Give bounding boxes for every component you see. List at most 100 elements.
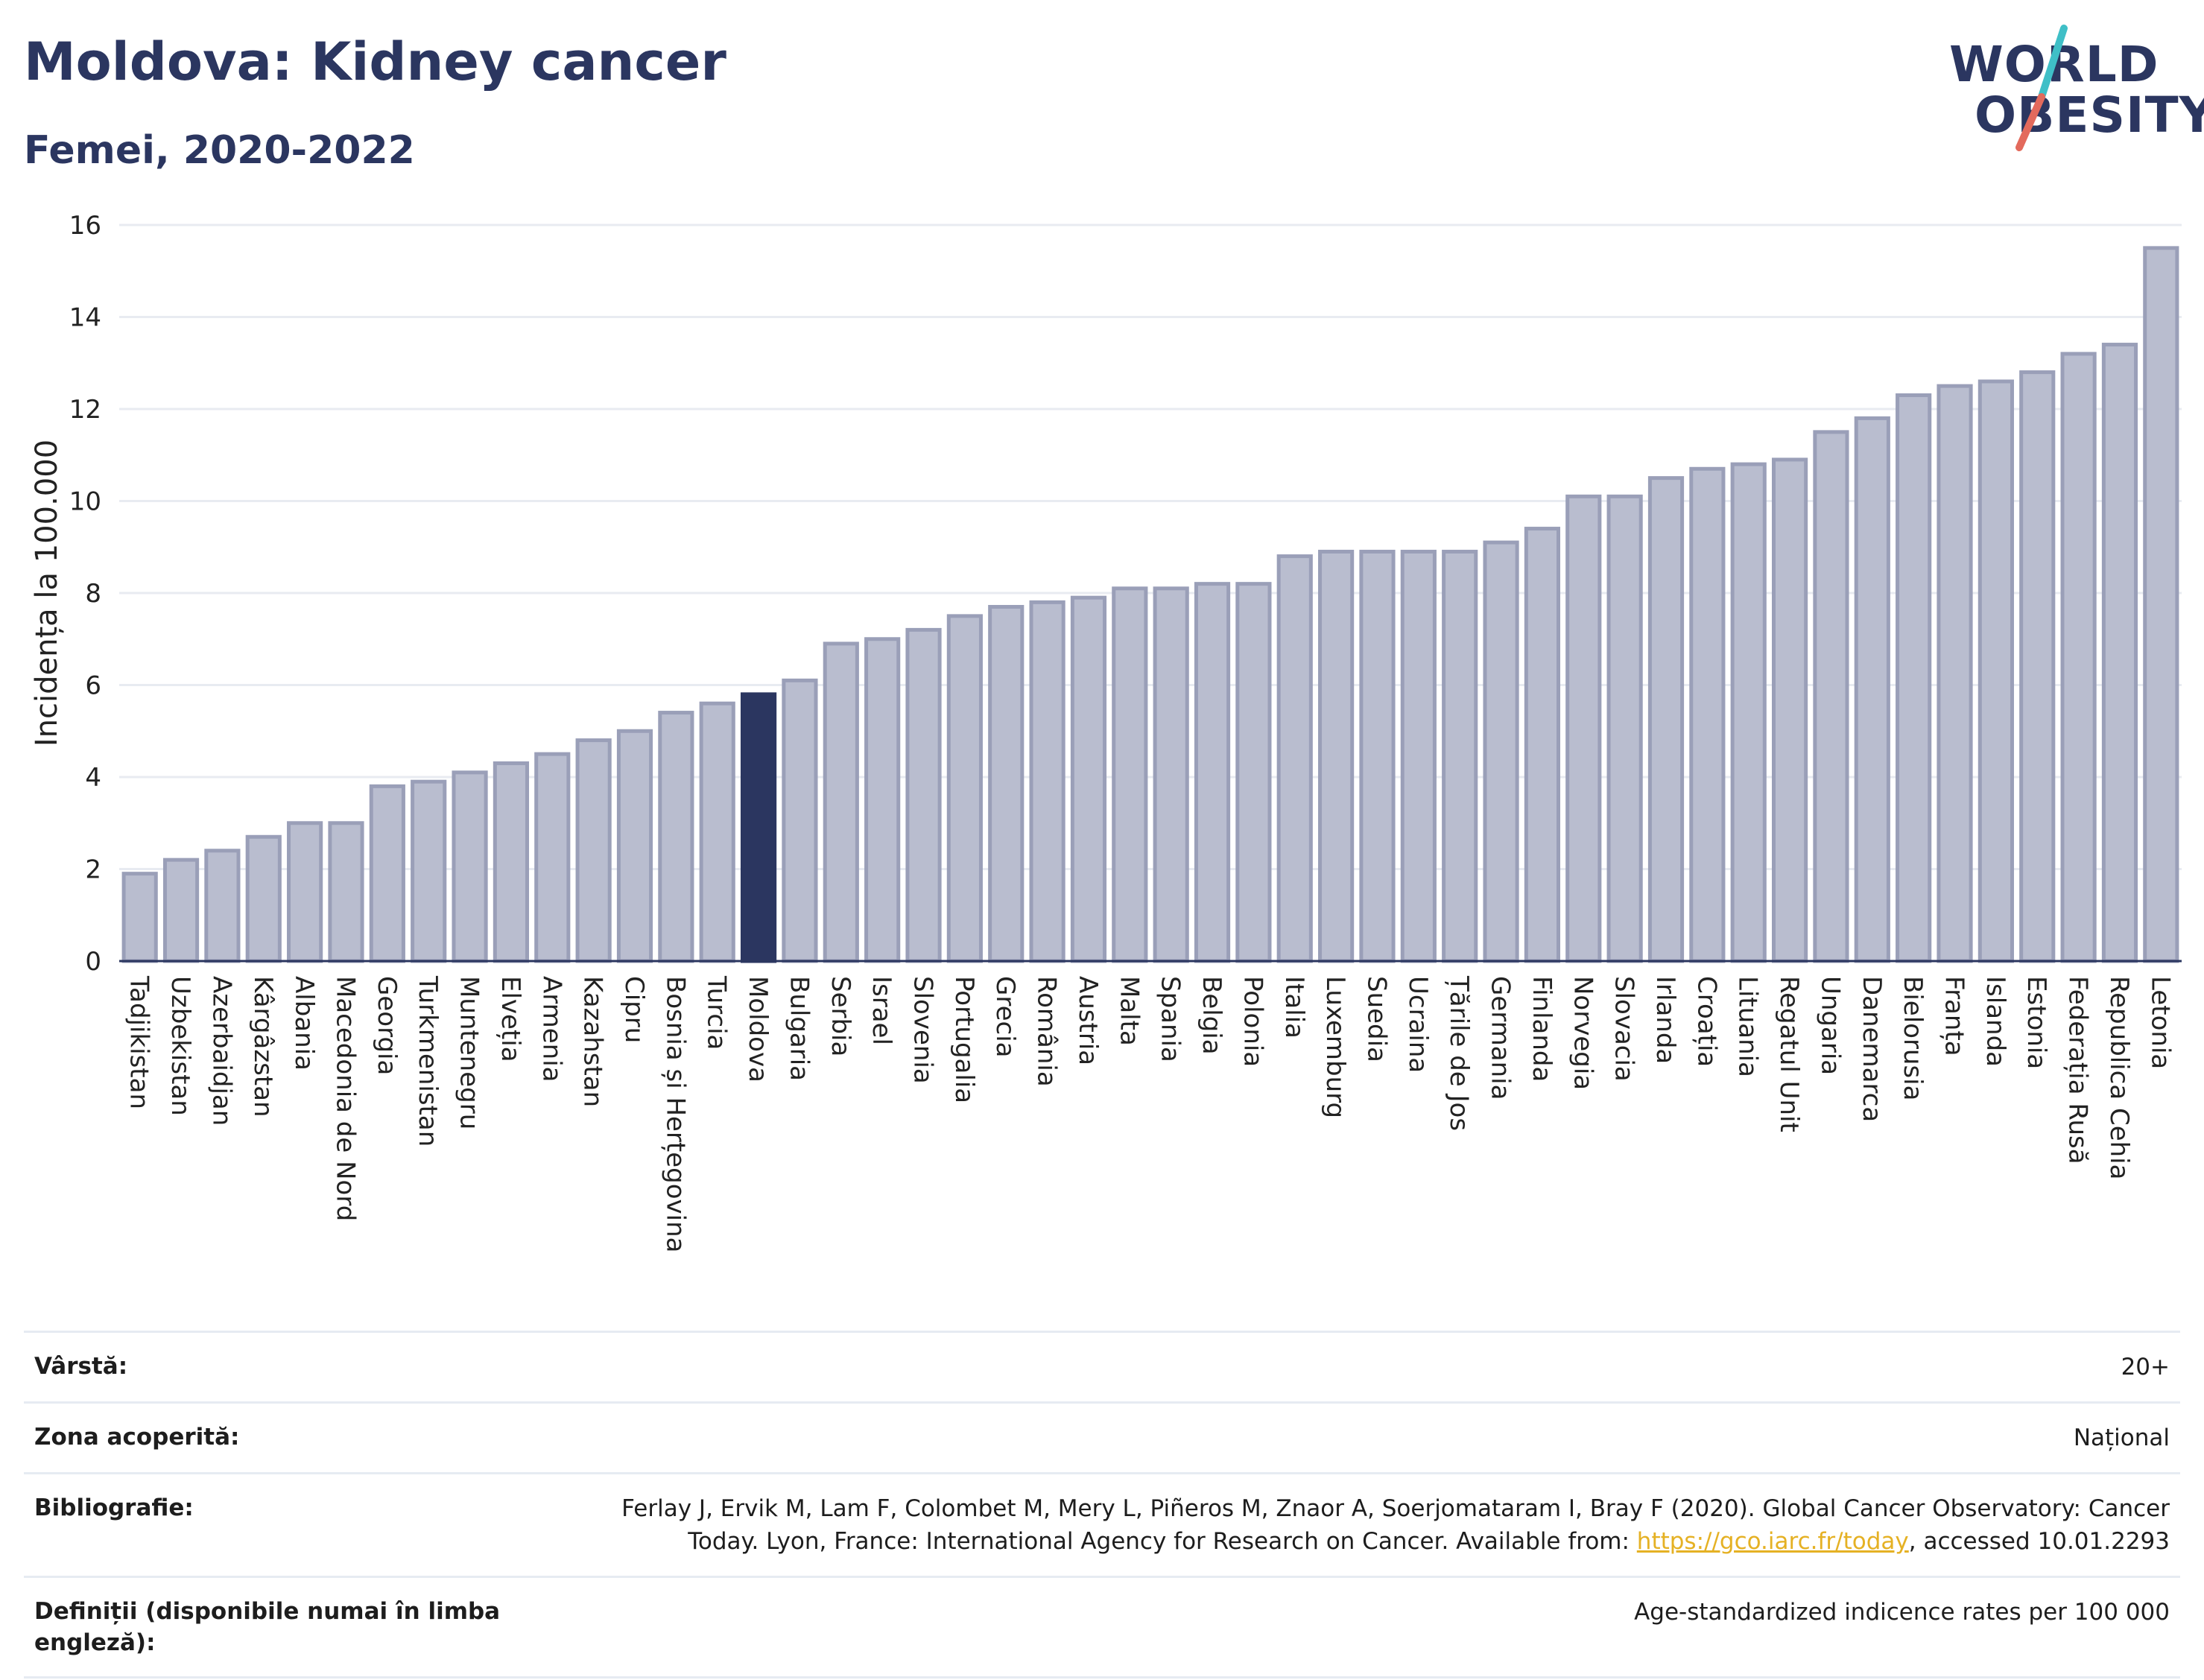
bar [1813, 430, 1849, 963]
bar [1771, 457, 1808, 963]
bar [328, 821, 364, 963]
x-tick-label: Israel [867, 976, 896, 1045]
x-tick-label: Bulgaria [784, 976, 814, 1081]
chart-subtitle: Femei, 2020-2022 [24, 128, 415, 173]
definitions-value: Age-standardized indicence rates per 100… [1634, 1599, 2170, 1626]
info-row-bibliography: Bibliografie: Ferlay J, Ervik M, Lam F, … [24, 1472, 2180, 1576]
bar [1400, 549, 1437, 963]
info-row-coverage: Zona acoperită: Național [24, 1401, 2180, 1472]
x-tick-label: Moldova [743, 976, 773, 1083]
bar [575, 738, 612, 963]
x-tick-label: Polonia [1238, 976, 1267, 1067]
bar [905, 627, 942, 963]
bar [1565, 494, 1602, 963]
y-tick-label: 2 [85, 855, 101, 885]
bar [699, 701, 735, 963]
x-tick-label: Portugalia [949, 976, 979, 1103]
bar [823, 641, 859, 963]
bar [1937, 384, 1973, 963]
bar [1029, 600, 1065, 963]
bibliography-link[interactable]: https://gco.iarc.fr/today [1636, 1528, 1909, 1555]
coverage-label: Zona acoperită: [34, 1424, 240, 1451]
bar [2019, 370, 2056, 963]
x-tick-label: Italia [1279, 976, 1309, 1039]
x-tick-label: Ucraina [1403, 976, 1433, 1073]
chart-title: Moldova: Kidney cancer [24, 31, 726, 92]
bibliography-accessed: , accessed 10.01.2293 [1908, 1528, 2170, 1555]
x-tick-label: Slovacia [1609, 976, 1639, 1082]
x-tick-label: Țările de Jos [1444, 975, 1474, 1131]
logo-slash-icon [2015, 25, 2068, 151]
x-tick-label: Germania [1486, 976, 1516, 1100]
bar [946, 614, 983, 963]
bar [245, 834, 282, 963]
bar [1606, 494, 1643, 963]
x-tick-label: Cipru [619, 976, 649, 1043]
x-tick-label: Muntenegru [455, 976, 484, 1129]
x-tick-label: Elveția [495, 976, 525, 1062]
bar [1854, 416, 1890, 963]
bar [1112, 586, 1148, 963]
y-tick-label: 12 [69, 395, 101, 425]
bar [121, 872, 158, 963]
x-tick-label: Lituania [1733, 976, 1763, 1077]
bar [1524, 527, 1561, 963]
world-obesity-logo: WORLD OBESITY [1945, 22, 2204, 156]
bar [1483, 540, 1519, 963]
bar [2060, 352, 2097, 963]
bar [1442, 549, 1478, 963]
bar [411, 779, 447, 963]
x-tick-label: Croația [1691, 976, 1721, 1067]
bar-chart: 0 2 4 6 8 10 12 14 16 Incidența la 100.000 Tadjiki… [30, 211, 2182, 1253]
x-tick-label: Finlanda [1527, 976, 1557, 1082]
x-tick-label: Slovenia [908, 976, 938, 1084]
bibliography-value: Ferlay J, Ervik M, Lam F, Colombet M, Me… [605, 1492, 2170, 1558]
bar [493, 761, 530, 963]
x-tick-label: Islanda [1980, 976, 2010, 1067]
coverage-value: Național [2073, 1424, 2170, 1451]
x-tick-label: Turkmenistan [413, 975, 443, 1147]
x-tick-label: Malta [1114, 976, 1144, 1046]
y-tick-label: 4 [85, 763, 101, 793]
age-label: Vârstă: [34, 1353, 128, 1380]
x-tick-label: Serbia [826, 976, 855, 1056]
bar [452, 770, 488, 963]
x-tick-label: Turcia [702, 975, 732, 1050]
x-tick-label: Uzbekistan [165, 976, 195, 1116]
x-tick-label: Armenia [536, 976, 566, 1083]
y-tick-label: 14 [69, 303, 101, 333]
x-tick-label: Kazahstan [578, 976, 608, 1107]
x-tick-label: Suedia [1361, 976, 1391, 1062]
x-tick-label: Tadjikistan [124, 975, 154, 1109]
x-tick-label: Irlanda [1650, 976, 1680, 1064]
bar [1153, 586, 1189, 963]
x-tick-label: Georgia [372, 976, 402, 1075]
x-tick-label: Luxemburg [1320, 976, 1350, 1118]
x-tick-label: Azerbaidjan [206, 976, 236, 1126]
bar [204, 849, 241, 963]
info-table: Vârstă: 20+ Zona acoperită: Național Bib… [24, 1331, 2180, 1679]
bar [287, 821, 323, 963]
x-tick-label: Albania [289, 976, 319, 1071]
bar [1070, 595, 1107, 963]
bar [988, 605, 1025, 963]
age-value: 20+ [2121, 1354, 2170, 1381]
x-tick-label: România [1032, 976, 1062, 1087]
x-tick-label: Austria [1073, 976, 1103, 1065]
x-tick-label: Letonia [2145, 976, 2175, 1069]
x-tick-label: Spania [1156, 976, 1185, 1062]
x-tick-label: Franța [1939, 976, 1969, 1056]
x-tick-label: Regatul Unit [1774, 976, 1804, 1132]
info-row-age: Vârstă: 20+ [24, 1331, 2180, 1401]
bar [1689, 466, 1726, 963]
bar [658, 711, 694, 963]
bar [369, 784, 405, 963]
y-tick-label: 16 [69, 211, 101, 241]
bar [2143, 246, 2179, 963]
bar [534, 752, 571, 963]
x-tick-label: Kârgâzstan [248, 976, 278, 1118]
bibliography-label: Bibliografie: [34, 1494, 194, 1521]
bar [864, 637, 901, 963]
bar [1977, 379, 2014, 963]
bar [2101, 343, 2138, 963]
